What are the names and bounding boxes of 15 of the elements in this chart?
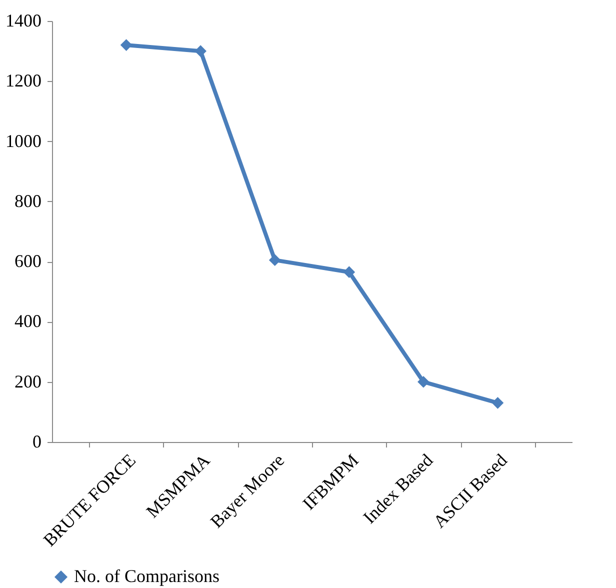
- point: [268, 254, 281, 266]
- point: [418, 376, 430, 388]
- y-tick-label: 1400: [6, 10, 42, 30]
- point: [120, 39, 132, 51]
- legend-label: No. of Comparisons: [74, 566, 220, 586]
- y-tick-label: 400: [14, 311, 42, 332]
- y-tick-label: 800: [14, 190, 42, 211]
- point: [194, 45, 206, 57]
- y-tick-label: 1000: [6, 130, 42, 151]
- y-tick-label: 200: [14, 371, 42, 392]
- point: [492, 396, 504, 409]
- point: [343, 266, 356, 278]
- y-tick-label: 0: [32, 432, 42, 452]
- y-tick-label: 600: [14, 251, 42, 272]
- y-tick-label: 1200: [6, 70, 42, 91]
